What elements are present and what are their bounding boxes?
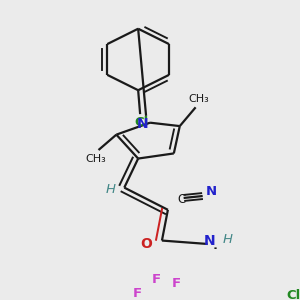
Text: C: C [178, 193, 186, 206]
Text: H: H [222, 233, 232, 246]
Text: H: H [105, 183, 116, 196]
Text: N: N [136, 117, 148, 131]
Text: F: F [172, 278, 181, 290]
Text: N: N [206, 185, 217, 198]
Text: F: F [152, 273, 161, 286]
Text: F: F [133, 286, 142, 299]
Text: N: N [204, 234, 215, 248]
Text: CH₃: CH₃ [188, 94, 209, 104]
Text: CH₃: CH₃ [85, 154, 106, 164]
Text: Cl: Cl [134, 116, 148, 129]
Text: Cl: Cl [287, 289, 300, 300]
Text: O: O [140, 237, 152, 251]
